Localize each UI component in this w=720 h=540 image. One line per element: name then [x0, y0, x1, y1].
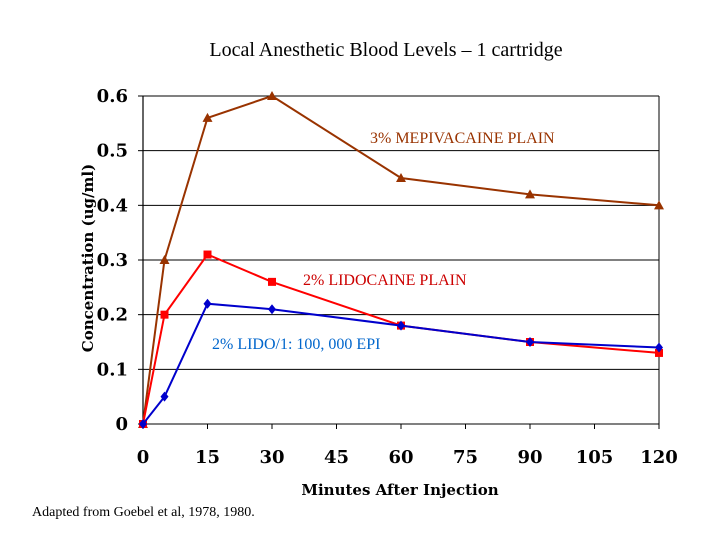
series-group [138, 91, 664, 429]
gridlines [143, 95, 659, 425]
x-axis-label: Minutes After Injection [301, 481, 498, 499]
y-tick-label: 0.6 [97, 86, 128, 107]
x-tick-label: 60 [388, 447, 413, 468]
data-point [203, 250, 212, 259]
y-tick-label: 0 [115, 414, 128, 435]
series-label: 2% LIDO/1: 100, 000 EPI [212, 336, 380, 353]
data-point [160, 310, 169, 319]
data-point [202, 112, 213, 122]
series-label: 3% MEPIVACAINE PLAIN [370, 130, 555, 147]
data-point [268, 277, 276, 286]
x-tick-label: 0 [137, 447, 150, 468]
data-point [159, 255, 170, 264]
data-point [268, 304, 276, 315]
y-tick-label: 0.3 [97, 250, 128, 271]
data-point [655, 342, 663, 353]
x-tick-label: 120 [640, 447, 678, 468]
data-point [526, 337, 534, 347]
data-point [397, 320, 405, 331]
x-tick-label: 105 [576, 447, 614, 468]
x-tick-label: 15 [195, 447, 220, 468]
data-point [525, 189, 535, 199]
source-footnote: Adapted from Goebel et al, 1978, 1980. [32, 505, 255, 520]
x-tick-label: 45 [324, 447, 349, 468]
data-point [203, 298, 212, 309]
x-tick-label: 75 [453, 447, 478, 468]
data-point [267, 91, 277, 100]
data-point [654, 200, 664, 210]
y-tick-label: 0.4 [97, 195, 128, 216]
x-tick-label: 90 [517, 447, 542, 468]
x-axis-ticks: 0 15 30 45 60 75 90 105 120 [137, 424, 678, 468]
y-tick-label: 0.2 [97, 305, 128, 326]
y-tick-label: 0.5 [97, 141, 128, 162]
series-label: 2% LIDOCAINE PLAIN [303, 272, 467, 289]
y-tick-label: 0.1 [97, 359, 128, 380]
data-point [160, 391, 169, 402]
series-labels: 3% MEPIVACAINE PLAIN 2% LIDOCAINE PLAIN 2%… [212, 130, 555, 353]
y-axis-label: Concentration (ug/ml) [79, 164, 97, 352]
y-axis-ticks: 0 0.1 0.2 0.3 0.4 0.5 0.6 [97, 86, 143, 435]
x-tick-label: 30 [259, 447, 284, 468]
chart-title: Local Anesthetic Blood Levels – 1 cartri… [209, 39, 562, 61]
data-point [655, 348, 663, 357]
data-point [139, 419, 147, 429]
data-point [396, 173, 406, 182]
